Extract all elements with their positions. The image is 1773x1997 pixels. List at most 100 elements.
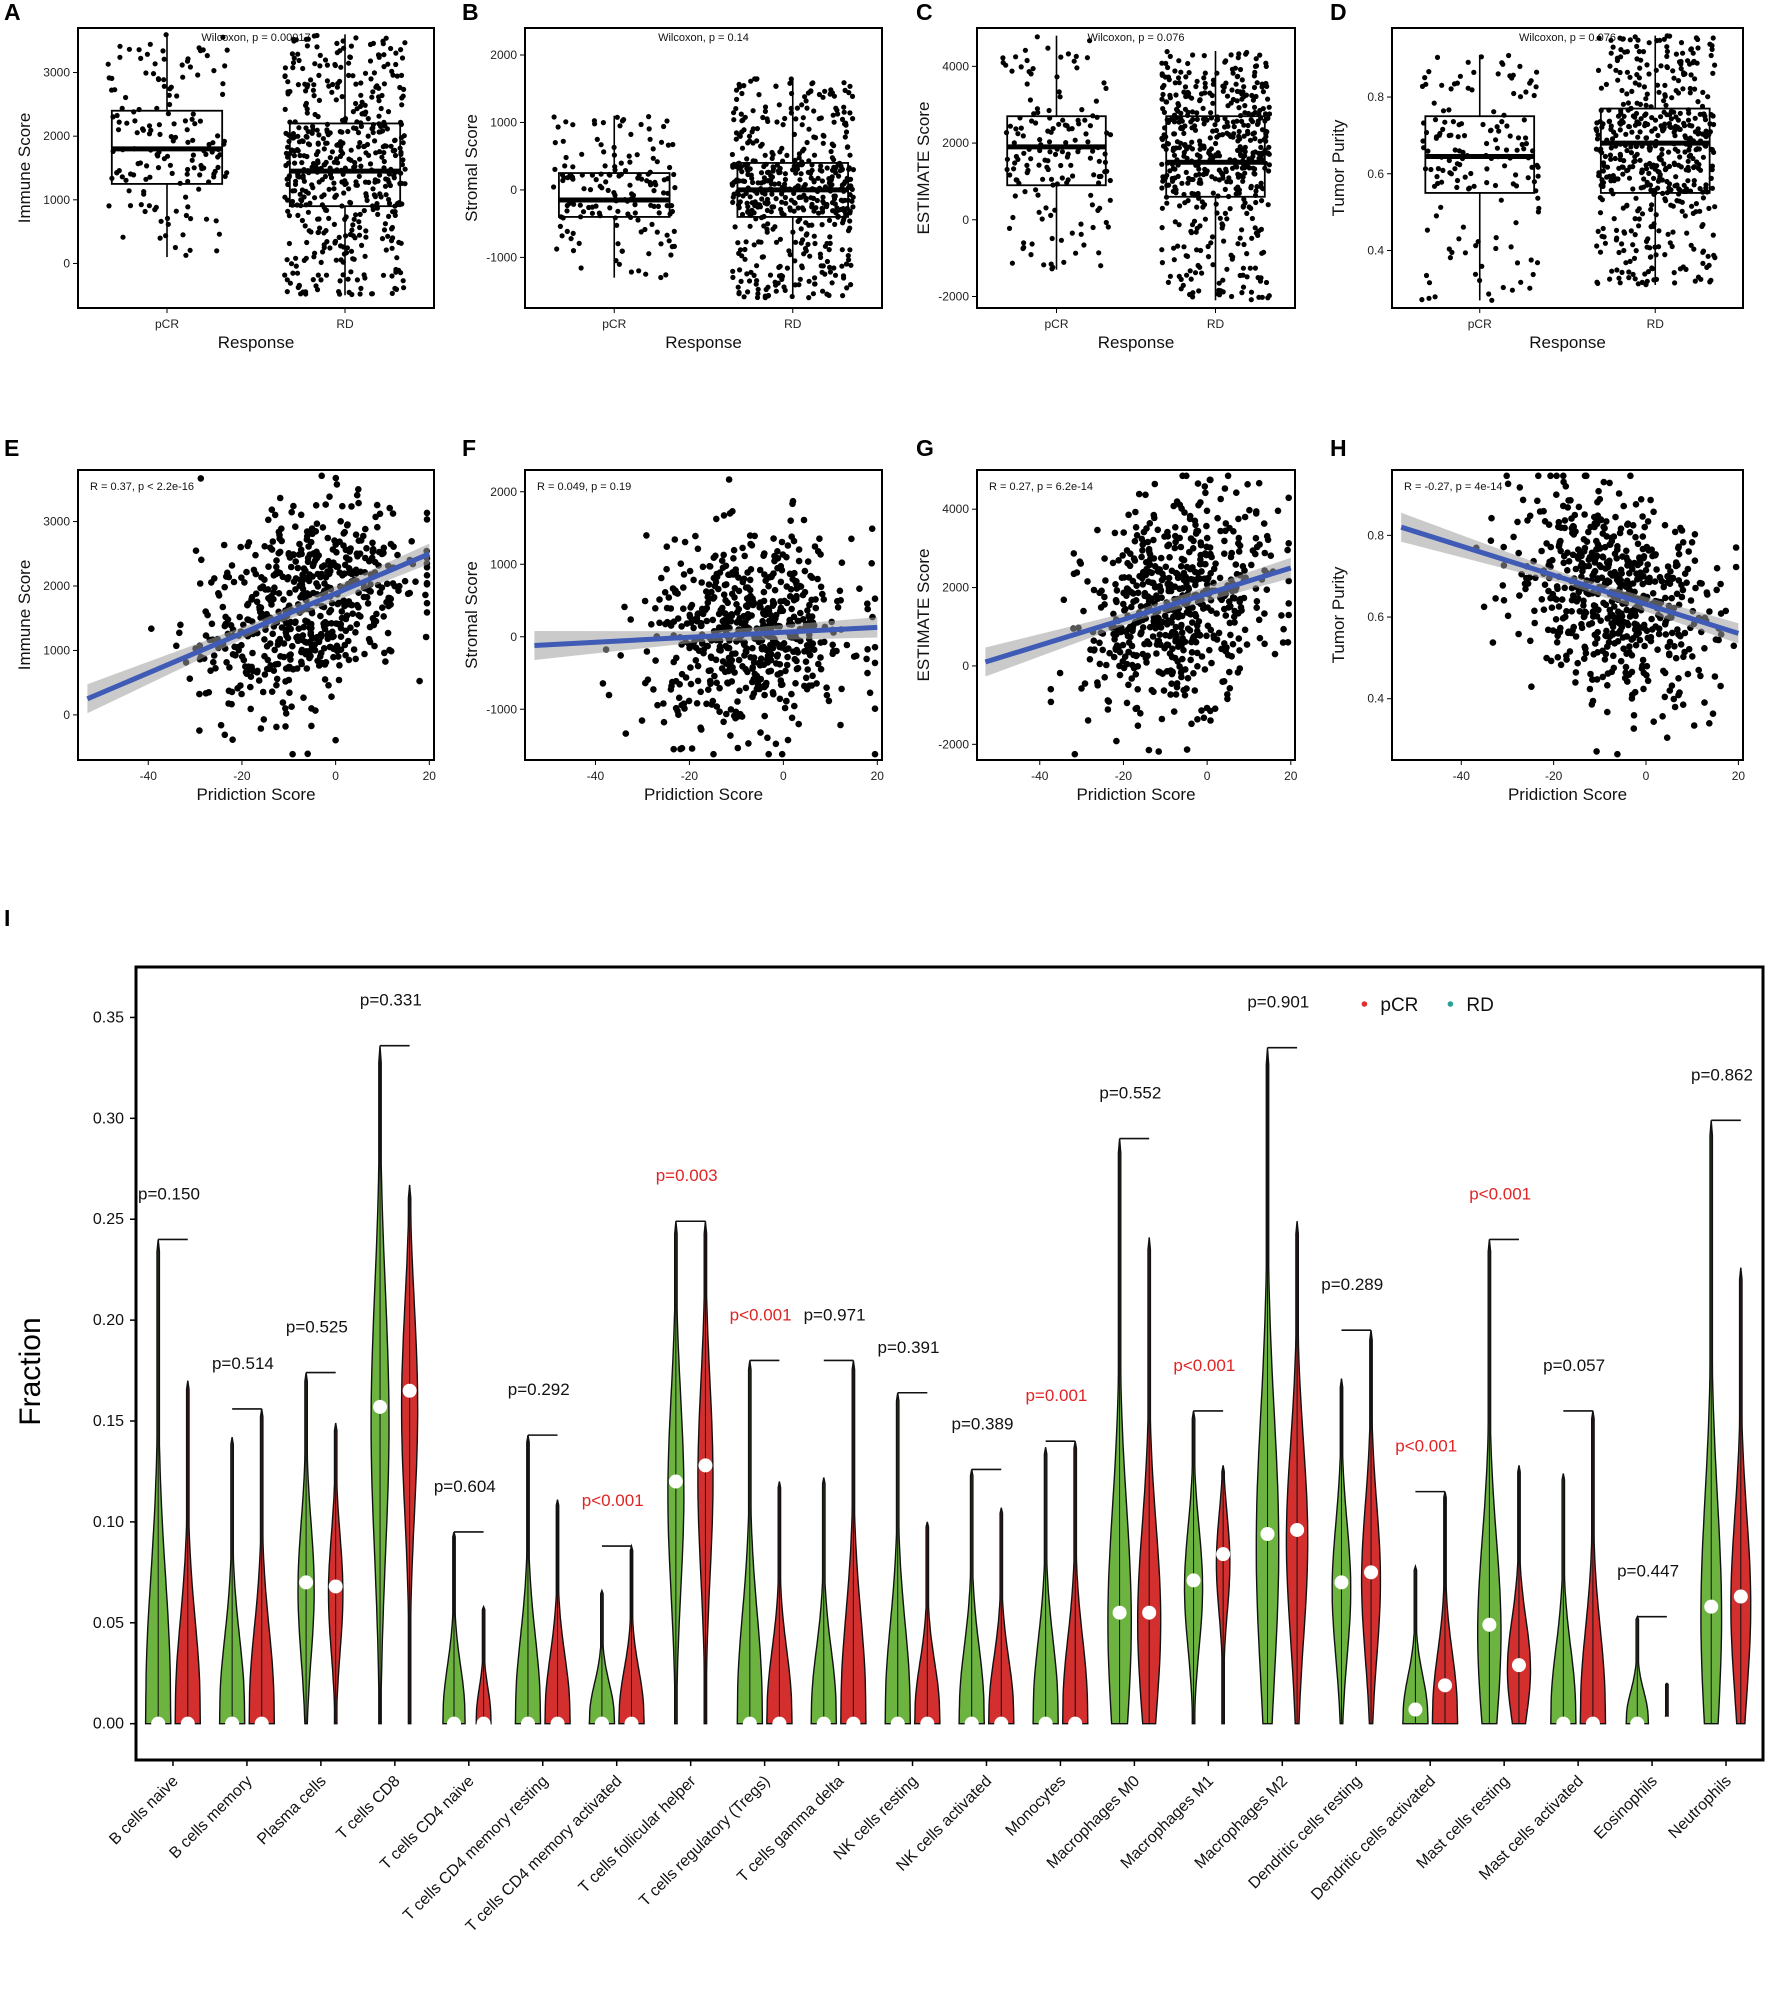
data-point xyxy=(750,126,756,132)
data-point xyxy=(1218,596,1225,604)
data-point xyxy=(687,664,694,671)
data-point xyxy=(1085,139,1091,145)
data-point xyxy=(690,624,697,632)
data-point xyxy=(1681,182,1687,188)
data-point xyxy=(1035,192,1041,198)
data-point xyxy=(1183,169,1189,175)
data-point xyxy=(821,133,827,139)
data-point xyxy=(1063,140,1069,146)
data-point xyxy=(1236,128,1242,135)
data-point xyxy=(349,227,355,233)
data-point xyxy=(1640,49,1647,55)
xtick-label: 0 xyxy=(1204,769,1211,783)
data-point xyxy=(1091,646,1098,653)
data-point xyxy=(820,140,826,146)
xtick-label: 20 xyxy=(1732,769,1746,783)
data-point xyxy=(207,667,214,674)
data-point xyxy=(562,163,568,169)
data-point xyxy=(1666,181,1673,187)
data-point xyxy=(1221,238,1227,244)
data-point xyxy=(1710,232,1716,238)
data-point xyxy=(180,74,186,80)
data-point xyxy=(272,661,279,668)
data-point xyxy=(259,688,267,696)
box-rd xyxy=(282,32,408,298)
data-point xyxy=(1191,687,1199,694)
data-point xyxy=(740,575,748,583)
data-point xyxy=(334,84,340,90)
data-point xyxy=(356,219,362,225)
data-point xyxy=(708,654,715,662)
data-point xyxy=(1603,81,1609,87)
data-point xyxy=(746,133,753,139)
data-point xyxy=(1172,219,1178,225)
data-point xyxy=(1096,250,1102,256)
data-point xyxy=(1235,534,1243,542)
data-point xyxy=(1240,178,1246,184)
data-point xyxy=(845,253,851,259)
data-point xyxy=(827,269,834,275)
data-point xyxy=(1254,80,1260,86)
data-point xyxy=(282,65,288,71)
data-point xyxy=(642,226,648,233)
data-point xyxy=(1236,133,1242,139)
data-point xyxy=(1145,640,1153,648)
y-axis-label: ESTIMATE Score xyxy=(914,549,933,682)
data-point xyxy=(1196,575,1204,582)
data-point xyxy=(735,656,743,664)
data-point xyxy=(650,155,656,161)
data-point xyxy=(219,603,227,611)
data-point xyxy=(1261,610,1268,617)
data-point xyxy=(282,106,288,112)
data-point xyxy=(311,254,317,260)
data-point xyxy=(1227,631,1234,639)
data-point xyxy=(1690,50,1696,56)
data-point xyxy=(755,202,762,208)
data-point xyxy=(400,93,406,99)
data-point xyxy=(1284,546,1291,554)
data-point xyxy=(1081,242,1087,248)
data-point xyxy=(1513,172,1519,178)
data-point xyxy=(1502,163,1508,169)
data-point xyxy=(751,242,757,248)
data-point xyxy=(845,228,852,234)
data-point xyxy=(353,491,361,499)
data-point xyxy=(1619,241,1625,247)
data-point xyxy=(1457,73,1463,79)
data-point xyxy=(387,182,393,189)
data-point xyxy=(229,651,237,658)
data-point xyxy=(730,268,736,274)
data-point xyxy=(871,750,879,758)
data-point xyxy=(423,509,431,517)
data-point xyxy=(871,659,879,667)
data-point xyxy=(1028,71,1034,77)
data-point xyxy=(1688,72,1694,78)
data-point xyxy=(1518,279,1524,285)
data-point xyxy=(294,564,302,572)
data-point xyxy=(1264,83,1270,89)
data-point xyxy=(1242,165,1248,171)
data-point xyxy=(735,587,743,595)
data-point xyxy=(1198,568,1205,575)
data-point xyxy=(750,690,758,697)
data-point xyxy=(173,208,179,214)
data-point xyxy=(739,663,746,670)
data-point xyxy=(1517,63,1523,69)
data-point xyxy=(393,286,400,292)
data-point xyxy=(1109,559,1117,567)
data-point xyxy=(1639,533,1647,540)
iqr-box xyxy=(1165,115,1266,198)
data-point xyxy=(1648,206,1654,213)
data-point xyxy=(804,105,810,111)
data-point xyxy=(1234,669,1242,676)
correlation-annotation: R = 0.049, p = 0.19 xyxy=(537,481,631,493)
data-point xyxy=(352,655,360,663)
data-point xyxy=(801,146,807,152)
data-point xyxy=(735,240,741,246)
data-point xyxy=(559,233,565,239)
data-point xyxy=(275,638,282,645)
data-point xyxy=(336,662,343,669)
data-point xyxy=(1048,212,1054,218)
data-point xyxy=(197,475,205,482)
data-point xyxy=(321,245,327,251)
